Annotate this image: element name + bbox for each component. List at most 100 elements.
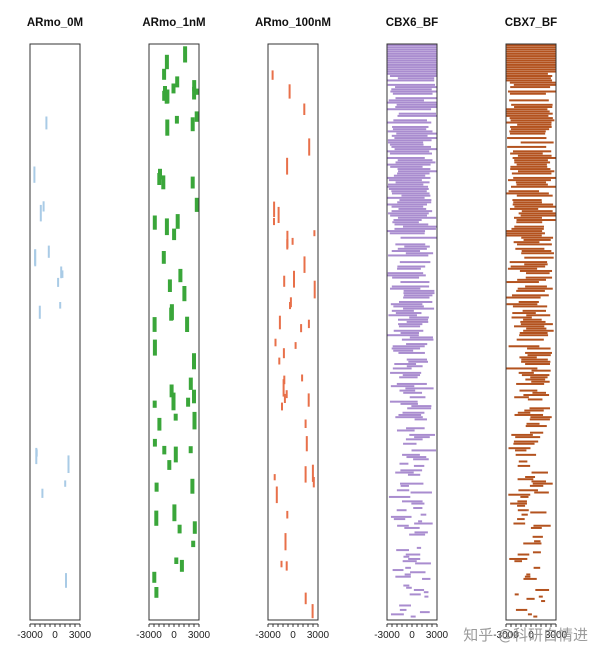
heatmap-segment [388, 314, 417, 317]
heatmap-segment [530, 526, 542, 529]
heatmap-segment [387, 70, 437, 73]
heatmap-segment [517, 478, 534, 481]
heatmap-segment [415, 562, 431, 565]
heatmap-segment [387, 108, 432, 111]
heatmap-segment [387, 57, 437, 60]
heatmap-segment [525, 425, 547, 428]
heatmap-segment [389, 400, 418, 403]
heatmap-segment [398, 112, 437, 115]
heatmap-mark [283, 393, 286, 403]
heatmap-segment [515, 453, 537, 456]
heatmap-segment [531, 380, 550, 383]
heatmap-segment [391, 205, 424, 208]
heatmap-segment [390, 385, 415, 388]
heatmap-segment [389, 232, 425, 235]
heatmap-segment [414, 418, 427, 421]
heatmap-segment [408, 360, 428, 363]
heatmap-mark [303, 103, 306, 115]
heatmap-mark [185, 316, 190, 332]
heatmap-segment [390, 90, 437, 93]
heatmap-segment [387, 63, 437, 66]
heatmap-segment [395, 243, 426, 246]
heatmap-segment [508, 345, 540, 348]
heatmap-segment [388, 188, 429, 190]
heatmap-mark [172, 228, 177, 241]
heatmap-segment [515, 608, 528, 611]
panel-marks [152, 46, 199, 598]
x-tick-label: 0 [171, 630, 177, 641]
heatmap-mark [294, 342, 297, 349]
heatmap-segment [519, 334, 549, 337]
heatmap-mark [59, 302, 62, 309]
heatmap-segment [516, 382, 545, 385]
heatmap-segment [509, 81, 556, 84]
heatmap-segment [527, 613, 532, 616]
heatmap-segment [520, 320, 546, 323]
heatmap-segment [507, 137, 547, 140]
heatmap-segment [387, 272, 424, 275]
heatmap-segment [410, 491, 432, 494]
heatmap-mark [273, 201, 276, 218]
panel-frame [29, 43, 81, 621]
heatmap-segment [398, 413, 422, 416]
heatmap-segment [418, 520, 423, 523]
heatmap-segment [402, 560, 417, 563]
heatmap-segment [399, 261, 431, 264]
heatmap-segment [387, 163, 431, 166]
x-tick-label: 3000 [545, 630, 568, 641]
heatmap-segment [515, 436, 541, 439]
heatmap-mark [282, 379, 285, 397]
heatmap-segment [511, 433, 533, 436]
x-tick-label: -3000 [493, 630, 519, 641]
heatmap-segment [393, 349, 414, 352]
heatmap-segment [514, 560, 523, 563]
heatmap-segment [398, 351, 425, 354]
heatmap-segment [517, 504, 526, 507]
heatmap-segment [512, 312, 536, 315]
heatmap-segment [514, 413, 544, 416]
heatmap-segment [407, 407, 432, 410]
heatmap-segment [400, 469, 423, 472]
heatmap-segment [398, 207, 427, 210]
heatmap-segment [506, 46, 556, 49]
heatmap-segment [516, 221, 543, 224]
heatmap-segment [506, 57, 556, 60]
heatmap-mark [304, 592, 307, 605]
heatmap-mark [192, 411, 197, 430]
heatmap-segment [400, 236, 437, 239]
heatmap-segment [391, 134, 428, 137]
heatmap-segment [395, 181, 430, 184]
heatmap-segment [387, 52, 437, 55]
x-tick-label: 3000 [426, 630, 449, 641]
heatmap-segment [406, 456, 427, 459]
heatmap-mark [188, 377, 193, 390]
heatmap-mark [194, 88, 199, 95]
heatmap-segment [405, 566, 411, 569]
heatmap-mark [177, 524, 182, 534]
heatmap-segment [534, 491, 549, 494]
heatmap-mark [47, 245, 50, 258]
heatmap-segment [390, 303, 423, 306]
heatmap-segment [524, 256, 554, 259]
heatmap-segment [396, 382, 427, 385]
heatmap-segment [398, 170, 437, 173]
heatmap-segment [394, 137, 437, 140]
heatmap-segment [393, 119, 427, 122]
heatmap-mark [192, 521, 197, 534]
x-tick-label: -3000 [17, 630, 43, 641]
heatmap-segment [512, 203, 554, 206]
heatmap-segment [513, 216, 542, 219]
heatmap-segment [388, 99, 424, 102]
heatmap-segment [506, 44, 556, 46]
heatmap-segment [387, 55, 437, 58]
heatmap-mark [165, 89, 170, 104]
x-axis: -3000 0 3000 [374, 623, 449, 641]
heatmap-mark [274, 338, 277, 347]
heatmap-segment [398, 318, 429, 321]
heatmap-mark [152, 571, 157, 583]
heatmap-segment [387, 48, 437, 51]
panel-title: ARmo_0M [27, 17, 83, 29]
heatmap-mark [163, 86, 167, 100]
heatmap-mark [152, 215, 157, 230]
